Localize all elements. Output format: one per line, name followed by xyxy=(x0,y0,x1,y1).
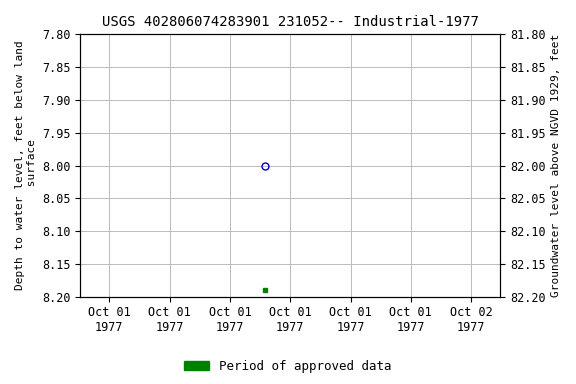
Y-axis label: Groundwater level above NGVD 1929, feet: Groundwater level above NGVD 1929, feet xyxy=(551,34,561,297)
Y-axis label: Depth to water level, feet below land
 surface: Depth to water level, feet below land su… xyxy=(15,41,37,290)
Title: USGS 402806074283901 231052-- Industrial-1977: USGS 402806074283901 231052-- Industrial… xyxy=(102,15,479,29)
Legend: Period of approved data: Period of approved data xyxy=(179,355,397,378)
